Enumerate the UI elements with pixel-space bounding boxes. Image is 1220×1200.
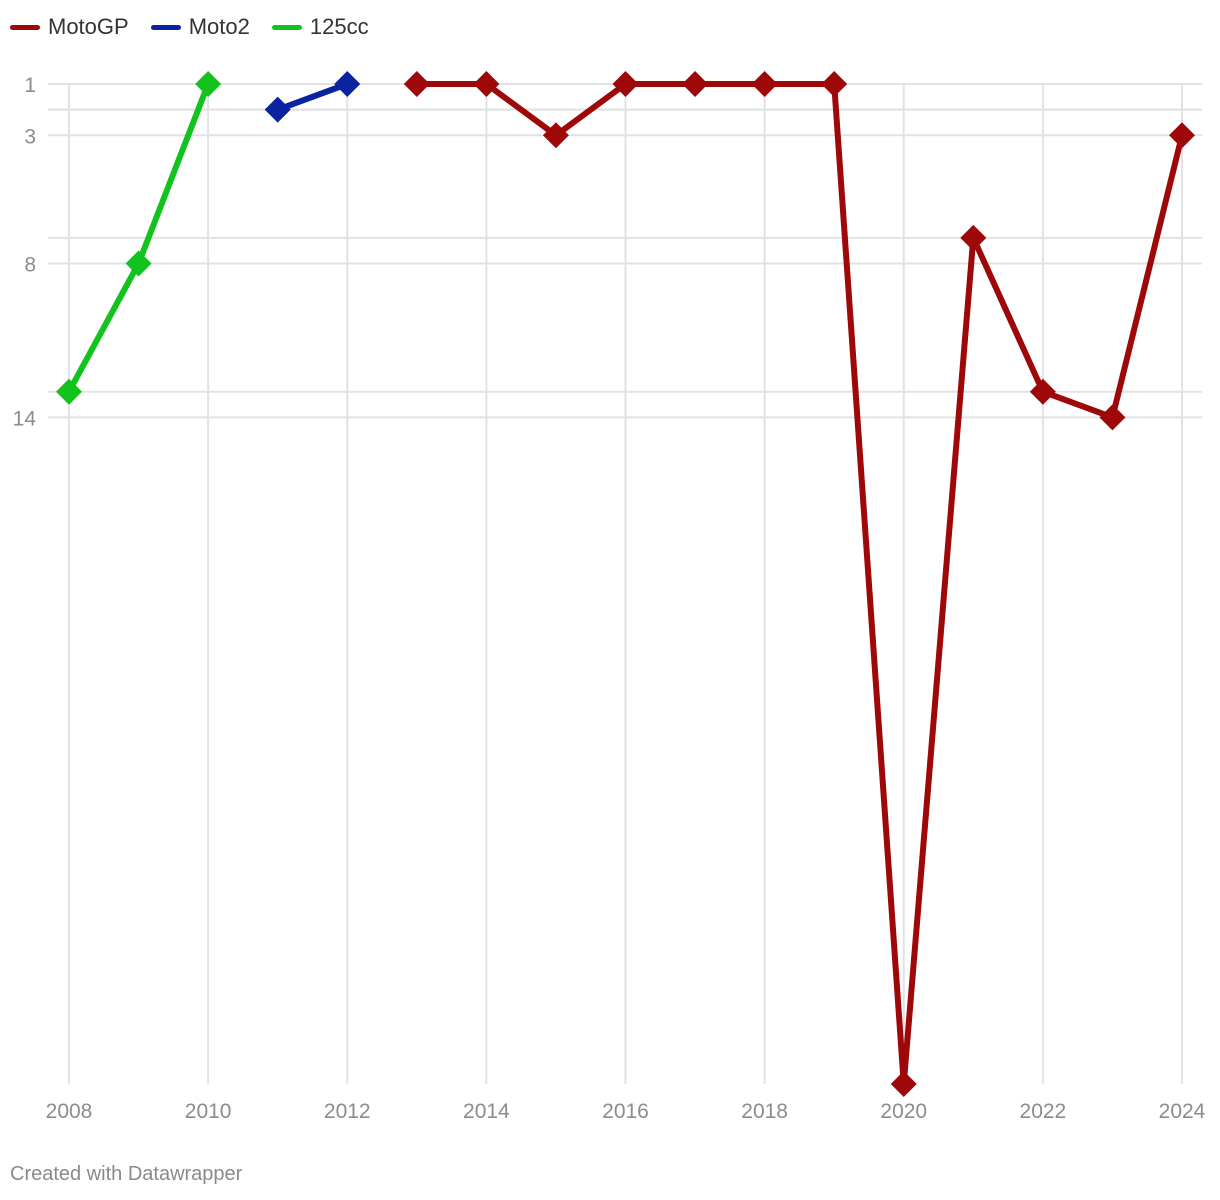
series-125cc	[56, 71, 222, 405]
x-tick-label: 2020	[880, 1100, 927, 1123]
legend-item: 125cc	[271, 14, 369, 40]
data-point	[1099, 404, 1126, 431]
legend-item: Moto2	[150, 14, 250, 40]
data-point	[821, 71, 848, 97]
data-point	[751, 71, 778, 97]
data-point	[542, 122, 569, 149]
legend-label: 125cc	[309, 14, 369, 39]
legend-swatch	[271, 24, 302, 30]
data-point	[960, 224, 987, 251]
data-point	[403, 71, 430, 97]
data-point	[125, 250, 152, 277]
legend-label: MotoGP	[48, 14, 129, 39]
x-tick-label: 2008	[46, 1100, 93, 1123]
x-tick-label: 2022	[1020, 1100, 1067, 1123]
x-tick-label: 2016	[602, 1100, 649, 1123]
chart-legend: MotoGP Moto2 125cc	[10, 14, 369, 40]
legend-label: Moto2	[188, 14, 250, 39]
series-motogp	[403, 71, 1195, 1097]
data-point	[682, 71, 709, 97]
x-tick-label: 2024	[1159, 1100, 1206, 1123]
x-tick-label: 2018	[741, 1100, 788, 1123]
legend-swatch	[10, 24, 40, 30]
series-moto2	[264, 71, 361, 123]
data-point	[264, 96, 291, 123]
y-tick-label: 14	[13, 407, 37, 430]
credit-text: Created with Datawrapper	[10, 1163, 243, 1185]
legend-swatch	[150, 24, 181, 30]
data-point	[1029, 378, 1056, 405]
data-point	[1169, 122, 1195, 149]
data-point	[56, 378, 82, 405]
line-chart: 1 3 8 14 2008 2010 2012 2014 2016 2018 2020 2022 202…	[13, 71, 1206, 1123]
series-line	[413, 81, 1185, 1087]
legend-item: MotoGP	[10, 14, 129, 40]
data-point	[195, 71, 222, 97]
data-point	[473, 71, 500, 97]
series-line	[274, 81, 351, 113]
x-tick-label: 2014	[463, 1100, 510, 1123]
y-tick-label: 1	[24, 74, 36, 97]
data-point	[612, 71, 639, 97]
x-tick-label: 2012	[324, 1100, 371, 1123]
y-tick-label: 8	[24, 253, 36, 276]
y-tick-label: 3	[24, 125, 36, 148]
x-tick-label: 2010	[185, 1100, 232, 1123]
grid	[48, 83, 1202, 1084]
data-point	[890, 1071, 917, 1097]
data-point	[334, 71, 361, 97]
